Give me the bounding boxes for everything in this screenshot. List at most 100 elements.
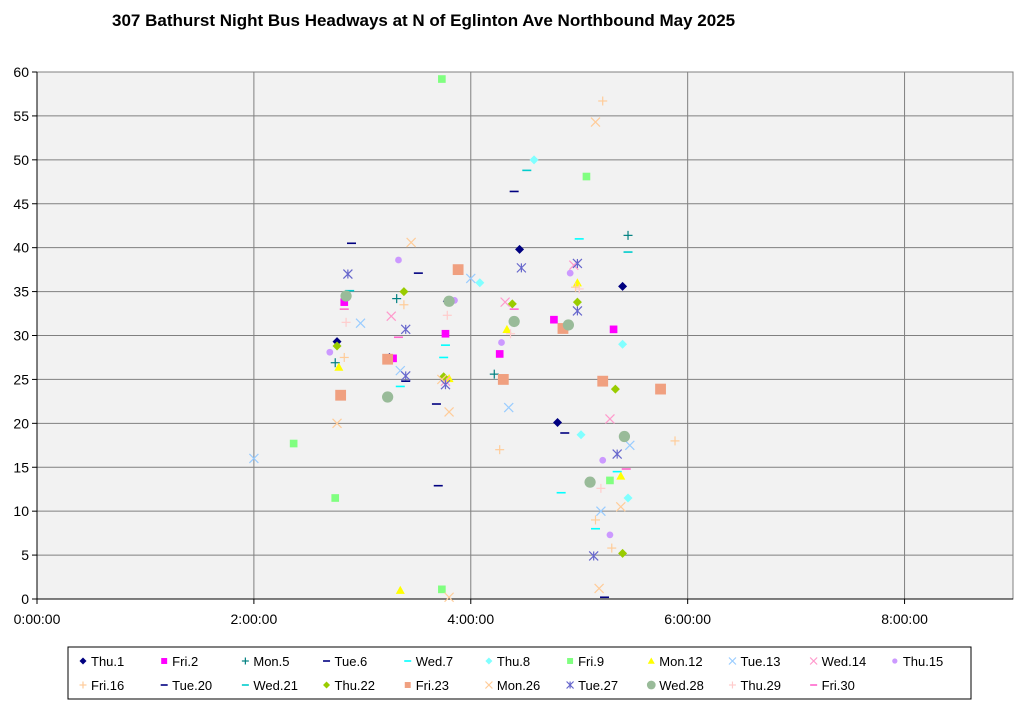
legend-label: Fri.16 bbox=[91, 678, 124, 693]
data-point bbox=[618, 430, 631, 443]
legend-item: Thu.29 bbox=[728, 678, 781, 693]
legend-marker bbox=[647, 657, 655, 664]
data-point bbox=[599, 456, 607, 464]
y-tick-label: 55 bbox=[13, 108, 29, 124]
data-point bbox=[502, 324, 512, 333]
data-point bbox=[444, 406, 455, 417]
legend-label: Wed.21 bbox=[253, 678, 298, 693]
y-tick-label: 60 bbox=[13, 64, 29, 80]
data-point bbox=[584, 476, 596, 488]
series-fri-9 bbox=[289, 75, 614, 594]
data-point bbox=[289, 439, 298, 448]
legend-label: Thu.8 bbox=[497, 654, 530, 669]
legend-marker bbox=[79, 681, 87, 689]
series-fri-2 bbox=[340, 298, 618, 363]
data-point bbox=[465, 273, 476, 284]
legend-label: Tue.27 bbox=[578, 678, 618, 693]
series-thu-15 bbox=[326, 256, 614, 539]
data-point bbox=[610, 384, 620, 394]
data-point bbox=[339, 352, 349, 362]
data-point bbox=[574, 284, 584, 294]
data-point bbox=[475, 278, 485, 288]
legend-marker bbox=[161, 658, 168, 664]
data-point bbox=[506, 329, 516, 339]
data-point bbox=[503, 402, 514, 413]
legend-label: Thu.1 bbox=[91, 654, 124, 669]
data-point bbox=[386, 311, 397, 322]
data-point bbox=[607, 543, 617, 553]
data-point bbox=[597, 375, 609, 387]
data-point bbox=[382, 353, 394, 365]
y-tick-label: 15 bbox=[13, 459, 29, 475]
y-tick-label: 40 bbox=[13, 240, 29, 256]
y-tick-label: 25 bbox=[13, 371, 29, 387]
data-point bbox=[623, 493, 633, 503]
data-point bbox=[572, 305, 583, 316]
data-point bbox=[332, 341, 342, 351]
series-wed-7 bbox=[395, 238, 622, 530]
data-point bbox=[340, 290, 352, 302]
data-point bbox=[495, 350, 504, 358]
data-point bbox=[557, 323, 569, 334]
legend-marker bbox=[728, 681, 736, 689]
legend-marker bbox=[566, 681, 575, 689]
data-point bbox=[606, 531, 614, 539]
data-point bbox=[616, 471, 626, 480]
legend-label: Tue.13 bbox=[740, 654, 780, 669]
data-point bbox=[342, 269, 353, 279]
data-point bbox=[615, 501, 626, 512]
legend-label: Fri.9 bbox=[578, 654, 604, 669]
data-point bbox=[576, 430, 586, 440]
y-tick-label: 35 bbox=[13, 284, 29, 300]
data-point bbox=[341, 317, 351, 327]
data-point bbox=[395, 256, 402, 264]
data-point bbox=[440, 379, 451, 390]
y-tick-label: 30 bbox=[13, 328, 29, 344]
data-point bbox=[495, 445, 505, 455]
series-tue-6 bbox=[346, 190, 610, 599]
x-tick-label: 6:00:00 bbox=[664, 611, 711, 627]
data-point bbox=[395, 585, 405, 594]
legend-label: Tue.6 bbox=[335, 654, 368, 669]
legend-marker bbox=[484, 681, 493, 689]
data-point bbox=[618, 281, 628, 291]
series-fri-30 bbox=[339, 308, 631, 470]
legend-label: Mon.26 bbox=[497, 678, 540, 693]
data-point bbox=[399, 287, 409, 297]
data-point bbox=[571, 282, 581, 292]
data-point bbox=[529, 155, 539, 165]
legend-marker bbox=[646, 680, 656, 690]
legend-item: Fri.9 bbox=[567, 654, 604, 669]
data-point bbox=[605, 414, 615, 424]
x-tick-label: 4:00:00 bbox=[447, 611, 494, 627]
data-point bbox=[507, 299, 517, 309]
series-thu-29 bbox=[341, 284, 606, 493]
data-point bbox=[618, 339, 628, 349]
chart-title: 307 Bathurst Night Bus Headways at N of … bbox=[112, 11, 735, 30]
legend-label: Wed.14 bbox=[822, 654, 867, 669]
data-point bbox=[596, 483, 606, 493]
legend-item: Tue.20 bbox=[160, 678, 212, 693]
series-mon-26 bbox=[332, 117, 626, 603]
data-point bbox=[562, 319, 575, 331]
y-tick-label: 45 bbox=[13, 196, 29, 212]
legend-item: Wed.14 bbox=[809, 654, 867, 669]
legend-marker bbox=[809, 657, 818, 665]
legend-marker bbox=[485, 657, 493, 665]
legend-item: Thu.1 bbox=[79, 654, 124, 669]
series-thu-8 bbox=[475, 155, 633, 503]
data-point bbox=[442, 310, 452, 320]
legend-box bbox=[67, 646, 972, 700]
data-point bbox=[590, 117, 601, 127]
legend-item: Fri.23 bbox=[404, 678, 449, 693]
data-point bbox=[623, 230, 633, 240]
series-wed-28 bbox=[340, 290, 631, 488]
data-point bbox=[590, 515, 600, 525]
data-point bbox=[508, 315, 520, 328]
data-point bbox=[489, 369, 499, 379]
series-wed-14 bbox=[386, 260, 615, 424]
data-point bbox=[438, 75, 446, 83]
legend-item: Tue.27 bbox=[566, 678, 618, 693]
data-point bbox=[572, 297, 582, 307]
data-point bbox=[389, 354, 397, 363]
